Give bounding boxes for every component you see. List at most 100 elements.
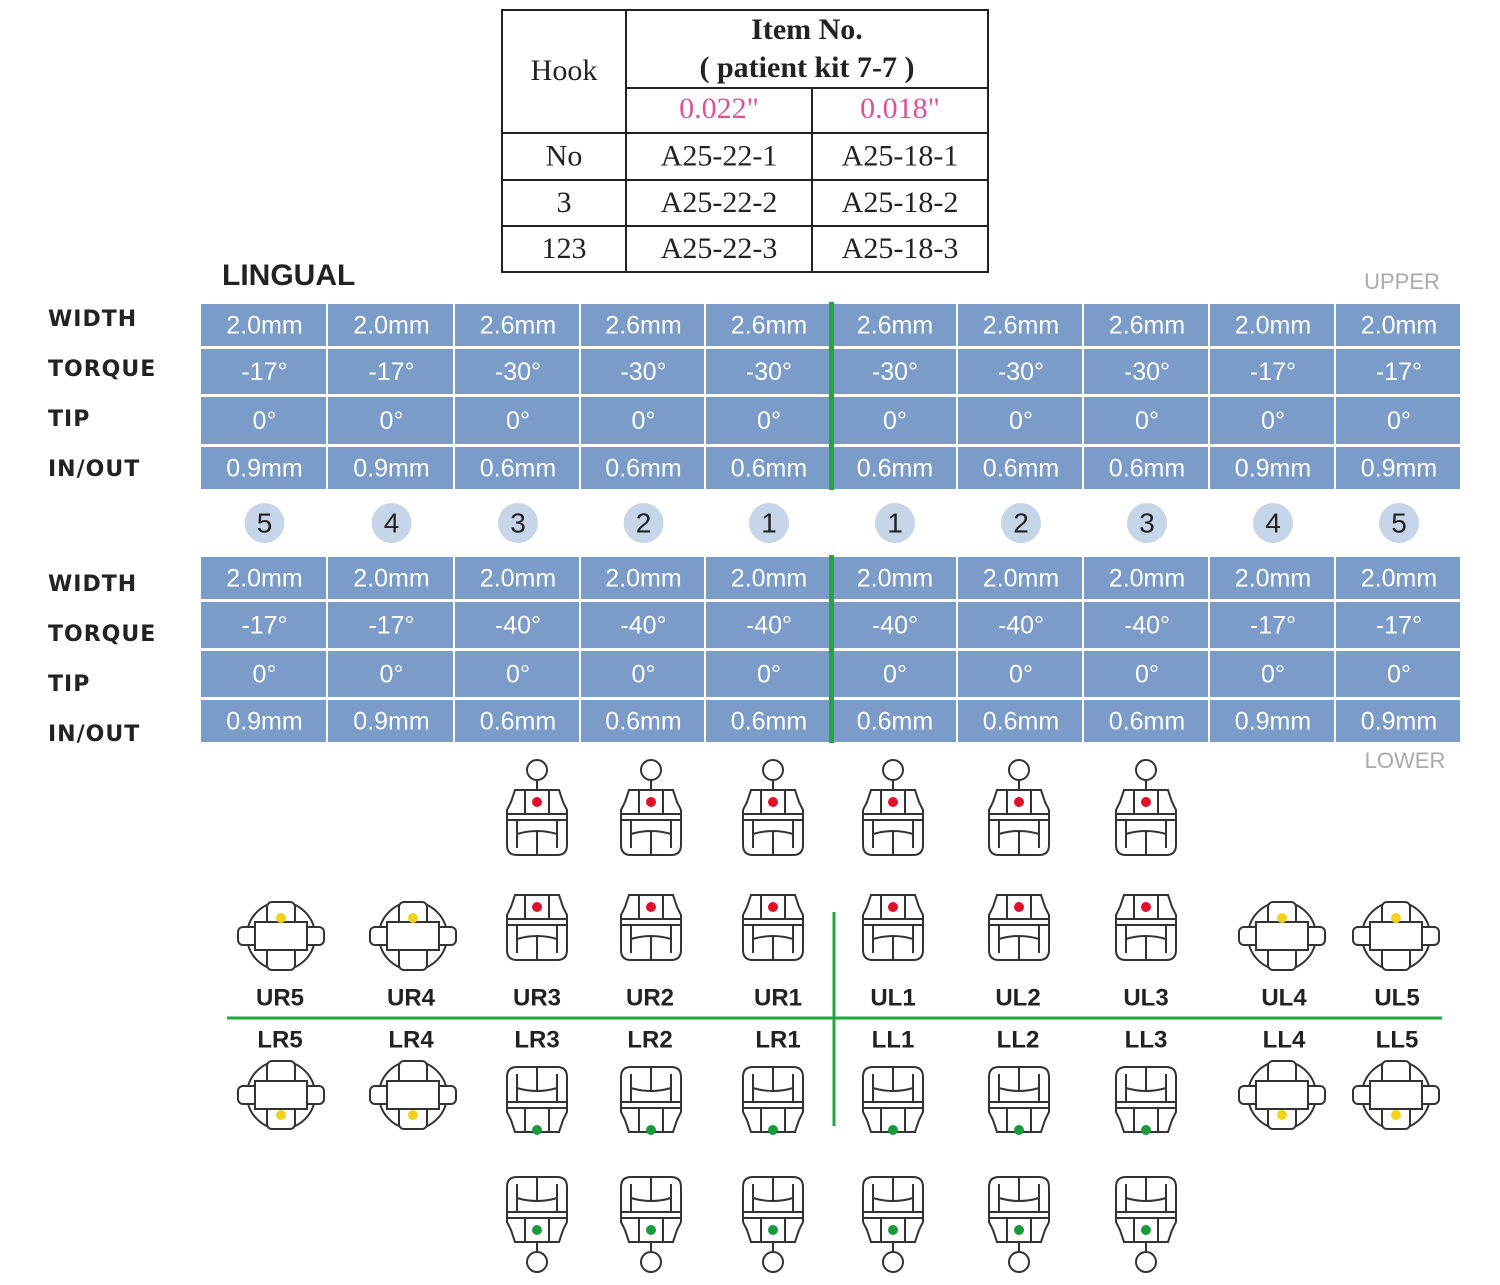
spec-cell xyxy=(1084,651,1208,697)
spec-value: 0.9mm xyxy=(1235,708,1311,736)
spec-cell xyxy=(958,447,1082,489)
tooth-label: UL2 xyxy=(995,984,1040,1011)
tooth-number: 1 xyxy=(761,507,777,538)
spec-cell xyxy=(328,557,453,599)
spec-cell xyxy=(1084,349,1208,394)
tooth-label: UR5 xyxy=(256,984,304,1011)
spec-value: 2.6mm xyxy=(983,312,1059,340)
spec-value: 0.6mm xyxy=(605,455,681,483)
spec-cell xyxy=(832,447,956,489)
spec-value: 0° xyxy=(253,407,277,435)
tooth-number-badge xyxy=(1379,503,1419,543)
spec-cell xyxy=(1336,349,1460,394)
spec-cell xyxy=(581,602,704,648)
spec-value: 0° xyxy=(1261,407,1285,435)
spec-cell xyxy=(832,700,956,742)
spec-value: 0° xyxy=(757,661,781,689)
spec-cell xyxy=(958,349,1082,394)
tooth-label: LR4 xyxy=(388,1026,434,1053)
table-cell: A25-22-2 xyxy=(661,186,778,219)
spec-cell xyxy=(1336,304,1460,346)
spec-value: 0.6mm xyxy=(480,708,556,736)
tooth-label: LR5 xyxy=(257,1026,302,1053)
spec-cell xyxy=(1084,700,1208,742)
spec-cell xyxy=(201,651,326,697)
spec-value: -30° xyxy=(998,358,1044,386)
table-cell: No xyxy=(546,139,583,172)
spec-value: 0.9mm xyxy=(226,455,302,483)
spec-value: -30° xyxy=(746,358,792,386)
spec-cell xyxy=(581,397,704,444)
tooth-number-badge xyxy=(498,503,538,543)
spec-cell xyxy=(1084,447,1208,489)
spec-value: 2.0mm xyxy=(731,565,807,593)
spec-cell xyxy=(832,349,956,394)
spec-value: 2.0mm xyxy=(226,565,302,593)
spec-cell xyxy=(1336,557,1460,599)
spec-cell xyxy=(706,602,830,648)
tooth-number: 2 xyxy=(1013,507,1029,538)
spec-value: 0.9mm xyxy=(1235,455,1311,483)
row-label: TORQUE xyxy=(48,357,156,382)
spec-value: 0.6mm xyxy=(731,708,807,736)
spec-cell xyxy=(1210,447,1334,489)
spec-cell xyxy=(706,700,830,742)
spec-cell xyxy=(1336,602,1460,648)
spec-cell xyxy=(1084,397,1208,444)
spec-cell xyxy=(455,700,579,742)
spec-value: -40° xyxy=(1124,612,1170,640)
spec-value: -17° xyxy=(1250,358,1296,386)
spec-value: 0.6mm xyxy=(1109,708,1185,736)
spec-value: -17° xyxy=(1376,358,1422,386)
spec-value: 2.0mm xyxy=(1361,565,1437,593)
table-cell: A25-22-3 xyxy=(661,232,778,265)
spec-cell xyxy=(201,602,326,648)
spec-value: 2.0mm xyxy=(1109,565,1185,593)
spec-value: 0.6mm xyxy=(983,708,1059,736)
spec-value: 0.9mm xyxy=(353,455,429,483)
row-label: IN/OUT xyxy=(48,722,140,747)
spec-cell xyxy=(201,304,326,346)
spec-value: 2.6mm xyxy=(857,312,933,340)
spec-value: 0° xyxy=(253,661,277,689)
spec-value: 0° xyxy=(1135,407,1159,435)
spec-value: 2.0mm xyxy=(1361,312,1437,340)
spec-cell xyxy=(201,447,326,489)
spec-value: 0.6mm xyxy=(605,708,681,736)
tooth-label: LL3 xyxy=(1125,1026,1168,1053)
spec-value: 0° xyxy=(380,661,404,689)
spec-value: -17° xyxy=(368,612,414,640)
spec-cell xyxy=(581,557,704,599)
table-cell: A25-22-1 xyxy=(661,139,778,172)
tooth-label: LL2 xyxy=(997,1026,1040,1053)
spec-cell xyxy=(581,447,704,489)
tooth-number-badge xyxy=(1001,503,1041,543)
spec-value: -17° xyxy=(1376,612,1422,640)
spec-cell xyxy=(1336,397,1460,444)
spec-cell xyxy=(832,397,956,444)
spec-cell xyxy=(201,557,326,599)
tooth-number: 4 xyxy=(384,507,400,538)
midline xyxy=(829,302,834,490)
spec-value: 0° xyxy=(757,407,781,435)
tooth-label: LR3 xyxy=(514,1026,559,1053)
spec-value: 2.0mm xyxy=(983,565,1059,593)
spec-value: 0.6mm xyxy=(731,455,807,483)
spec-value: -40° xyxy=(998,612,1044,640)
spec-cell xyxy=(832,602,956,648)
spec-value: 0° xyxy=(506,407,530,435)
spec-cell xyxy=(958,397,1082,444)
tooth-label: UL5 xyxy=(1374,984,1419,1011)
spec-value: 0.6mm xyxy=(857,708,933,736)
spec-value: 2.0mm xyxy=(353,565,429,593)
spec-value: 0° xyxy=(1387,407,1411,435)
spec-value: 2.0mm xyxy=(857,565,933,593)
kit-label: ( patient kit 7-7 ) xyxy=(700,51,915,84)
tooth-label: UR2 xyxy=(626,984,674,1011)
spec-value: 0.9mm xyxy=(353,708,429,736)
tooth-label: LL1 xyxy=(872,1026,915,1053)
spec-value: 0.6mm xyxy=(857,455,933,483)
spec-cell xyxy=(1084,557,1208,599)
table-cell: A25-18-2 xyxy=(842,186,959,219)
row-label: TIP xyxy=(48,672,90,697)
